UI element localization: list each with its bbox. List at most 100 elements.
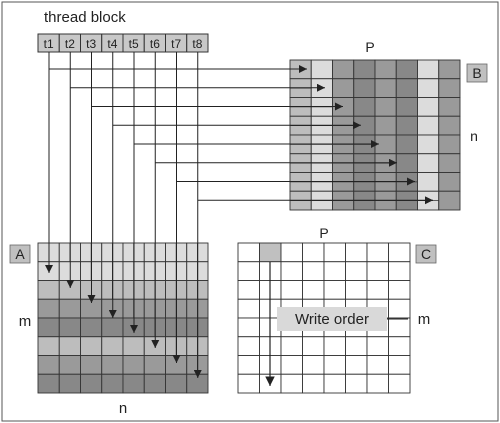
matrix-b-cell [310,59,333,80]
matrix-a-cell [143,373,166,394]
matrix-b-cell [395,134,418,155]
matrix-c-cell [280,280,303,300]
matrix-c-cell [237,242,260,263]
write-order-box [277,307,387,331]
matrix-a-cell [122,355,145,375]
matrix-c-cell [280,373,303,394]
matrix-c-cell [345,242,368,263]
write-order-label: Write order [295,311,369,328]
thread-label: t1 [44,37,54,51]
matrix-c-cell [280,242,303,263]
matrix-a-cell [37,280,60,300]
matrix-a-cell [58,336,81,356]
matrix-b-cell [438,59,461,80]
matrix-a-cell [58,317,81,338]
matrix-c-cell [388,280,411,300]
matrix-c-cell [345,261,368,281]
matrix-b-cell [332,59,355,80]
matrix-c-cell [345,280,368,300]
matrix-c-cell [388,242,411,263]
matrix-b-cell [395,59,418,80]
matrix-c-cell [388,317,411,338]
thread-label: t7 [171,37,181,51]
matrix-a [37,242,209,394]
matrix-a-cell [101,355,124,375]
matrix-c-cell [345,336,368,356]
matrix-b-cell [332,78,355,98]
matrix-b-cell [438,78,461,98]
matrix-b-cell [438,190,461,211]
matrix-b-cell [438,134,461,155]
matrix-c-cell [237,298,260,319]
matrix-a-cell [80,373,103,394]
matrix-c-col-label: P [319,225,328,241]
matrix-c-cell [280,261,303,281]
thread-label: t2 [65,37,75,51]
matrix-c-cell [237,355,260,375]
matrix-c-cell [388,298,411,319]
matrix-c-cell [366,242,389,263]
matrix-c-highlight-cell [259,242,282,263]
matrix-c-cell [323,261,346,281]
matrix-c-cell [388,336,411,356]
matrix-b-cell [353,59,376,80]
matrix-b-cell [395,78,418,98]
matrix-a-cell [37,355,60,375]
matrix-c-cell [323,336,346,356]
matrix-b-cell [374,78,397,98]
matrix-c-cell [302,355,325,375]
matrix-c-cell [388,261,411,281]
matrix-a-tag-box [9,244,31,264]
matrix-b-cell [374,97,397,117]
matrix-c-cell [366,355,389,375]
matrix-b-tag: B [472,65,481,81]
thread-row: t1 t2 t3 t4 t5 t6 t7 t8 [37,33,209,53]
thread-label: t3 [86,37,96,51]
matrix-a-cell [122,336,145,356]
matrix-c-cell [302,261,325,281]
matrix-c-cell [388,355,411,375]
matrix-c-cell [323,280,346,300]
matrix-c-cell [237,317,260,338]
matrix-c-cell [237,261,260,281]
matrix-b-tag-box [466,63,488,83]
matrix-b-cell [417,59,440,80]
matrix-b-cell [353,78,376,98]
thread-label: t4 [107,37,117,51]
matrix-a-tag: A [15,246,25,262]
matrix-c-cell [302,373,325,394]
matrix-a-cell [80,317,103,338]
matrix-c-cell [237,336,260,356]
matrix-c-cell [366,261,389,281]
matrix-c-cell [237,373,260,394]
matrix-b-col-label: P [365,39,374,55]
matrix-c-cell [302,280,325,300]
matrix-c-cell [323,373,346,394]
matrix-b-row-label: n [470,128,478,144]
matrix-c-cell [366,373,389,394]
matrix-c-cell [345,373,368,394]
thread-connectors [45,52,433,378]
matrix-a-cell [101,336,124,356]
matrix-a-cell [101,317,124,338]
matrix-b-cell [417,115,440,136]
matrix-a-row-label: m [19,313,32,330]
thread-label: t8 [192,37,202,51]
matrix-c-cell [280,355,303,375]
matrix-b-cell [417,153,440,173]
matrix-c-tag: C [421,246,431,262]
matrix-b-cell [438,172,461,192]
thread-block-title: thread block [44,9,126,26]
matrix-c-row-label: m [418,311,431,328]
thread-label: t6 [150,37,160,51]
matrix-a-cell [122,373,145,394]
matrix-a-cell [80,355,103,375]
matrix-b-cell [438,153,461,173]
matrix-a-cell [58,355,81,375]
matrix-c-cell [323,242,346,263]
matrix-a-cell [37,373,60,394]
matrix-b-cell [395,115,418,136]
matrix-b-cell [417,97,440,117]
thread-label: t5 [129,37,139,51]
